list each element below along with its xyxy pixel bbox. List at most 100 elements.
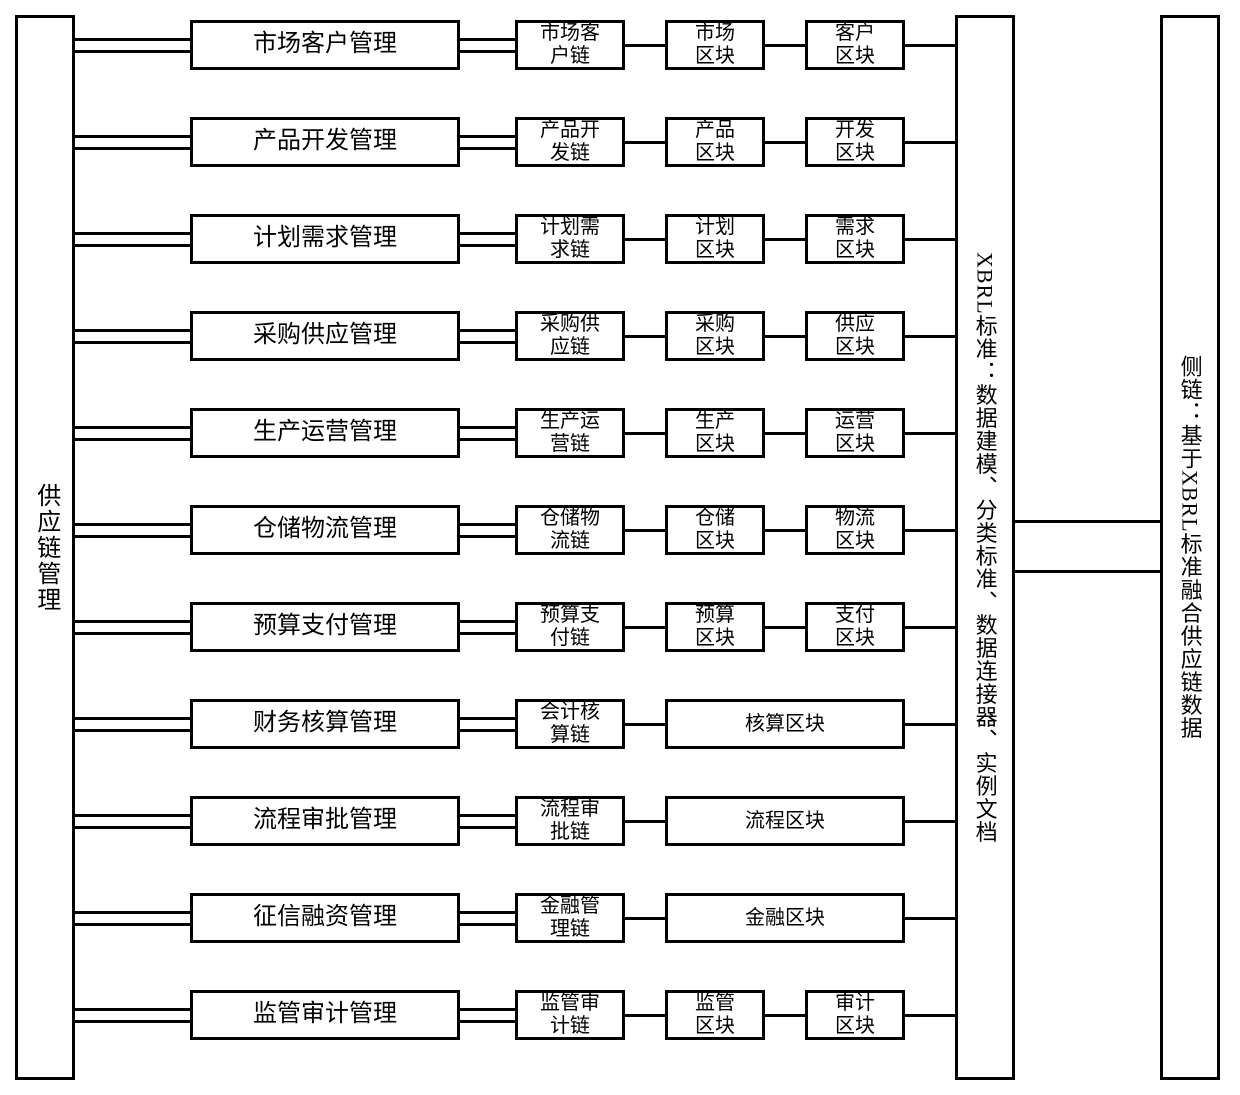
conn-mgmt-chain-top-5: [460, 523, 515, 526]
diagram-canvas: 供应链管理 XBRL标准：数据建模、分类标准、数据连接器、实例文档 侧链：基于XBR…: [0, 0, 1240, 1095]
mgmt-box-8: 流程审批管理: [190, 796, 460, 846]
chain-box-9: 金融管理链: [515, 893, 625, 943]
block2-1: 开发区块: [805, 117, 905, 167]
conn-xbrl-side-top: [1015, 520, 1160, 523]
conn-left-mgmt-top-9: [75, 911, 190, 914]
block1-3: 采购区块: [665, 311, 765, 361]
conn-chain-b1-10: [625, 1014, 665, 1017]
mgmt-box-0: 市场客户管理: [190, 20, 460, 70]
conn-chain-b1-4: [625, 432, 665, 435]
conn-left-mgmt-top-1: [75, 135, 190, 138]
mgmt-box-10: 监管审计管理: [190, 990, 460, 1040]
conn-chain-wide-8: [625, 820, 665, 823]
conn-left-mgmt-bot-2: [75, 244, 190, 247]
conn-left-mgmt-top-6: [75, 620, 190, 623]
left-column-supply-chain-mgmt: 供应链管理: [15, 15, 75, 1080]
conn-left-mgmt-bot-8: [75, 826, 190, 829]
block1-6: 预算区块: [665, 602, 765, 652]
conn-mgmt-chain-top-0: [460, 38, 515, 41]
conn-mgmt-chain-top-4: [460, 426, 515, 429]
mgmt-box-9: 征信融资管理: [190, 893, 460, 943]
conn-left-mgmt-top-8: [75, 814, 190, 817]
conn-mgmt-chain-bot-5: [460, 535, 515, 538]
conn-left-mgmt-top-2: [75, 232, 190, 235]
conn-b2-xbrl-5: [905, 529, 955, 532]
conn-b1-b2-10: [765, 1014, 805, 1017]
block2-3: 供应区块: [805, 311, 905, 361]
conn-left-mgmt-bot-9: [75, 923, 190, 926]
conn-mgmt-chain-bot-10: [460, 1020, 515, 1023]
conn-b1-b2-1: [765, 141, 805, 144]
conn-left-mgmt-top-5: [75, 523, 190, 526]
conn-mgmt-chain-top-8: [460, 814, 515, 817]
conn-wide-xbrl-7: [905, 723, 955, 726]
conn-wide-xbrl-9: [905, 917, 955, 920]
conn-left-mgmt-bot-3: [75, 341, 190, 344]
conn-left-mgmt-top-4: [75, 426, 190, 429]
chain-box-2: 计划需求链: [515, 214, 625, 264]
conn-chain-b1-3: [625, 335, 665, 338]
chain-box-1: 产品开发链: [515, 117, 625, 167]
conn-b1-b2-6: [765, 626, 805, 629]
chain-box-3: 采购供应链: [515, 311, 625, 361]
conn-b2-xbrl-2: [905, 238, 955, 241]
conn-left-mgmt-top-7: [75, 717, 190, 720]
conn-mgmt-chain-top-3: [460, 329, 515, 332]
conn-b2-xbrl-4: [905, 432, 955, 435]
block1-10: 监管区块: [665, 990, 765, 1040]
conn-mgmt-chain-bot-8: [460, 826, 515, 829]
block2-4: 运营区块: [805, 408, 905, 458]
conn-chain-b1-6: [625, 626, 665, 629]
conn-b1-b2-2: [765, 238, 805, 241]
conn-left-mgmt-bot-4: [75, 438, 190, 441]
block2-10: 审计区块: [805, 990, 905, 1040]
chain-box-6: 预算支付链: [515, 602, 625, 652]
conn-b1-b2-0: [765, 44, 805, 47]
mgmt-box-3: 采购供应管理: [190, 311, 460, 361]
conn-left-mgmt-bot-7: [75, 729, 190, 732]
conn-left-mgmt-top-10: [75, 1008, 190, 1011]
conn-b2-xbrl-10: [905, 1014, 955, 1017]
conn-left-mgmt-bot-10: [75, 1020, 190, 1023]
chain-box-0: 市场客户链: [515, 20, 625, 70]
conn-mgmt-chain-bot-1: [460, 147, 515, 150]
chain-box-4: 生产运营链: [515, 408, 625, 458]
conn-mgmt-chain-bot-6: [460, 632, 515, 635]
block-wide-9: 金融区块: [665, 893, 905, 943]
conn-left-mgmt-bot-6: [75, 632, 190, 635]
block2-0: 客户区块: [805, 20, 905, 70]
conn-left-mgmt-bot-0: [75, 50, 190, 53]
mgmt-box-4: 生产运营管理: [190, 408, 460, 458]
conn-chain-b1-5: [625, 529, 665, 532]
conn-mgmt-chain-bot-7: [460, 729, 515, 732]
chain-box-5: 仓储物流链: [515, 505, 625, 555]
conn-mgmt-chain-bot-3: [460, 341, 515, 344]
conn-left-mgmt-bot-5: [75, 535, 190, 538]
conn-mgmt-chain-top-2: [460, 232, 515, 235]
conn-mgmt-chain-bot-0: [460, 50, 515, 53]
conn-left-mgmt-top-3: [75, 329, 190, 332]
conn-b2-xbrl-1: [905, 141, 955, 144]
block2-6: 支付区块: [805, 602, 905, 652]
mgmt-box-6: 预算支付管理: [190, 602, 460, 652]
conn-chain-b1-1: [625, 141, 665, 144]
conn-mgmt-chain-top-10: [460, 1008, 515, 1011]
conn-b1-b2-4: [765, 432, 805, 435]
conn-mgmt-chain-top-1: [460, 135, 515, 138]
conn-mgmt-chain-bot-2: [460, 244, 515, 247]
conn-mgmt-chain-top-6: [460, 620, 515, 623]
conn-chain-b1-0: [625, 44, 665, 47]
conn-xbrl-side-bot: [1015, 570, 1160, 573]
side-chain-column: 侧链：基于XBRL标准融合供应链数据: [1160, 15, 1220, 1080]
mgmt-box-5: 仓储物流管理: [190, 505, 460, 555]
conn-mgmt-chain-bot-9: [460, 923, 515, 926]
block1-2: 计划区块: [665, 214, 765, 264]
conn-chain-wide-9: [625, 917, 665, 920]
conn-wide-xbrl-8: [905, 820, 955, 823]
chain-box-7: 会计核算链: [515, 699, 625, 749]
xbrl-standard-column: XBRL标准：数据建模、分类标准、数据连接器、实例文档: [955, 15, 1015, 1080]
conn-left-mgmt-bot-1: [75, 147, 190, 150]
block-wide-7: 核算区块: [665, 699, 905, 749]
conn-b2-xbrl-3: [905, 335, 955, 338]
block-wide-8: 流程区块: [665, 796, 905, 846]
